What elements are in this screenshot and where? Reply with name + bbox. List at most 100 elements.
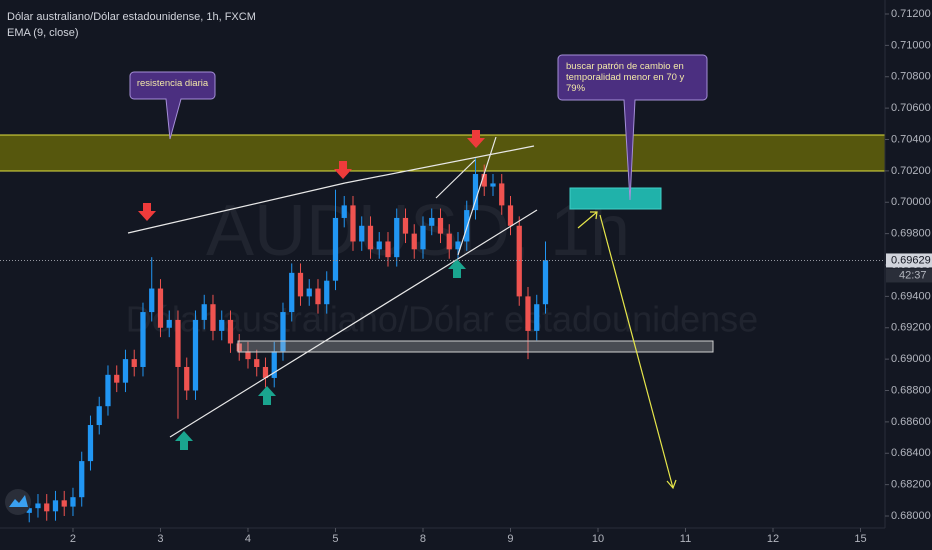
- x-tick-label: 15: [854, 533, 866, 545]
- candle-body: [184, 366, 190, 391]
- trend-line: [169, 209, 538, 438]
- candle-body: [534, 304, 540, 331]
- candle-body: [70, 497, 76, 507]
- up-arrow: [175, 431, 193, 450]
- callout-box: buscar patrón de cambio en temporalidad …: [566, 61, 685, 94]
- callout-bubble: [557, 54, 708, 201]
- candle-body: [332, 217, 339, 281]
- trend-line: [344, 145, 535, 184]
- candle-body: [131, 359, 137, 367]
- candle-body: [44, 503, 50, 512]
- x-tick-label: 2: [70, 533, 76, 545]
- candle-body: [105, 374, 111, 407]
- candle-body: [79, 461, 85, 498]
- candle-body: [420, 225, 426, 250]
- callout-box: resistencia diaria: [136, 78, 209, 89]
- last-price-tag: [886, 253, 932, 268]
- candle-body: [350, 205, 356, 242]
- countdown-label: 42:37: [899, 269, 927, 281]
- candle-body: [245, 351, 251, 360]
- callout-text: resistencia diaria: [136, 78, 209, 89]
- callout-bubble: [129, 71, 216, 140]
- y-tick-label: 0.68000: [891, 510, 931, 522]
- y-tick-label: 0.69400: [891, 290, 931, 302]
- candle-body: [359, 225, 365, 242]
- y-tick-label: 0.69200: [891, 322, 931, 334]
- candle-body: [140, 312, 146, 367]
- candle-body: [542, 260, 549, 305]
- candle-body: [446, 233, 452, 250]
- resistance-zone: [0, 135, 885, 171]
- y-tick-label: 0.70600: [891, 102, 931, 114]
- candle-body: [254, 359, 260, 367]
- countdown-tag: [886, 268, 932, 283]
- candle-body: [394, 217, 400, 258]
- candle-body: [306, 288, 312, 297]
- up-arrow: [448, 259, 466, 278]
- logo-mark: [9, 495, 28, 507]
- candle-body: [114, 374, 120, 383]
- candle-body: [280, 312, 286, 352]
- y-tick-label: 0.70800: [891, 71, 931, 83]
- candle-body: [472, 174, 479, 211]
- trend-line: [457, 136, 497, 256]
- candle-body: [437, 217, 444, 234]
- x-tick-label: 11: [680, 533, 691, 545]
- up-arrow: [258, 386, 276, 405]
- candle-body: [297, 272, 304, 297]
- candle-body: [236, 343, 242, 352]
- candle-body: [166, 319, 172, 328]
- candle-body: [61, 500, 67, 507]
- x-tick-label: 3: [157, 533, 163, 545]
- candle-body: [192, 319, 199, 391]
- target-zone: [569, 187, 662, 210]
- candle-body: [262, 366, 269, 378]
- candle-body: [455, 241, 461, 250]
- candle-body: [525, 296, 531, 331]
- y-tick-label: 0.68200: [891, 479, 931, 491]
- x-tick-label: 12: [767, 533, 779, 545]
- candle-body: [499, 183, 505, 206]
- x-tick-label: 8: [420, 533, 426, 545]
- candle-body: [341, 205, 347, 218]
- candle-body: [35, 503, 41, 509]
- watermark-symbol: AUDUSD, 1h: [206, 191, 630, 271]
- candle-body: [175, 319, 181, 367]
- arrowhead: [590, 211, 598, 220]
- candle-body: [122, 359, 129, 383]
- chart-title: Dólar australiano/Dólar estadounidense, …: [7, 11, 256, 23]
- candle-body: [367, 225, 374, 250]
- watermark-name: Dólar australiano/Dólar estadounidense: [126, 299, 758, 340]
- last-price-label: 0.69629: [891, 254, 931, 266]
- x-tick-label: 9: [507, 533, 513, 545]
- down-arrow: [138, 203, 156, 221]
- candle-body: [26, 508, 32, 513]
- support-zone: [237, 340, 714, 353]
- candle-body: [52, 500, 59, 512]
- y-tick-label: 0.68600: [891, 416, 931, 428]
- candle-body: [516, 225, 522, 297]
- arrow: [577, 211, 598, 229]
- candles: [26, 158, 549, 523]
- candle-body: [289, 272, 295, 313]
- indicator-legend: EMA (9, close): [7, 27, 79, 39]
- candle-body: [429, 217, 435, 226]
- candle-body: [271, 351, 277, 378]
- y-tick-label: 0.69000: [891, 353, 931, 365]
- y-tick-label: 0.68800: [891, 384, 931, 396]
- y-tick-label: 0.69800: [891, 228, 931, 240]
- x-tick-label: 10: [592, 533, 604, 545]
- trend-line: [127, 182, 346, 234]
- y-tick-label: 0.70200: [891, 165, 931, 177]
- candle-body: [464, 210, 470, 242]
- candle-body: [157, 288, 164, 328]
- down-arrow: [467, 130, 485, 148]
- callout-text: buscar patrón de cambio en temporalidad …: [566, 61, 685, 94]
- candle-body: [376, 241, 382, 250]
- up-arrows: [175, 259, 466, 450]
- candle-body: [315, 288, 321, 305]
- y-tick-label: 0.70000: [891, 196, 931, 208]
- down-arrow: [334, 161, 352, 179]
- y-tick-label: 0.71000: [891, 39, 931, 51]
